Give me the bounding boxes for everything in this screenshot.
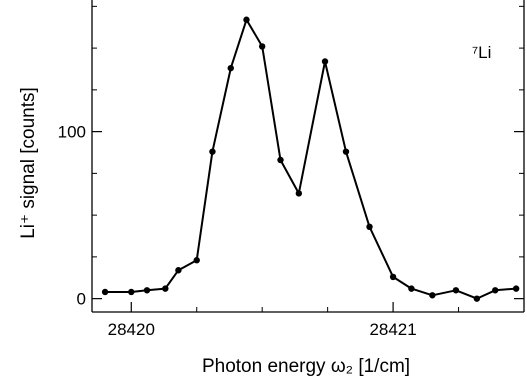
data-point xyxy=(342,148,350,155)
data-point xyxy=(175,267,182,274)
data-point xyxy=(227,64,234,72)
y-axis-title: Li⁺ signal [counts] xyxy=(18,87,39,239)
data-point xyxy=(243,16,250,23)
x-tick-label: 28420 xyxy=(108,320,155,339)
data-point xyxy=(473,295,481,302)
data-point xyxy=(389,273,397,281)
data-point xyxy=(128,288,135,296)
data-point xyxy=(366,223,373,231)
plot-frame xyxy=(91,0,525,313)
data-point xyxy=(258,43,266,50)
series-layer xyxy=(101,16,520,302)
x-tick-label: 28421 xyxy=(369,320,416,339)
data-point xyxy=(452,287,460,294)
data-point xyxy=(429,292,436,299)
data-point xyxy=(492,287,499,294)
data-point xyxy=(321,58,329,65)
data-point xyxy=(512,285,520,292)
data-point xyxy=(408,285,415,292)
y-tick-label: 0 xyxy=(77,290,86,309)
data-point xyxy=(277,156,284,164)
data-point xyxy=(143,287,151,294)
data-point xyxy=(295,190,303,197)
data-point xyxy=(101,288,109,296)
data-point xyxy=(162,285,169,292)
series-line xyxy=(105,18,517,300)
annotation-label: ⁷Li xyxy=(472,43,491,62)
y-tick-label: 100 xyxy=(58,123,86,142)
data-point xyxy=(193,257,200,264)
data-point xyxy=(209,148,216,155)
x-axis-title: Photon energy ω₂ [1/cm] xyxy=(202,356,410,377)
axis-ticks: 28420 28421 0 100 xyxy=(58,5,524,339)
